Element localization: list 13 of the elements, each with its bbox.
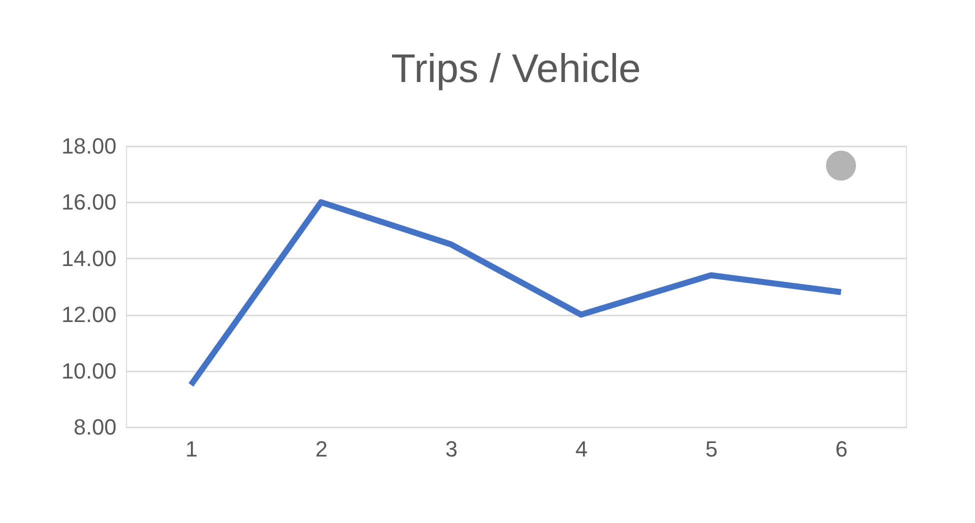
y-tick-label: 18.00 — [61, 134, 116, 158]
y-tick-label: 10.00 — [61, 358, 116, 384]
x-tick-label: 6 — [835, 436, 848, 462]
y-tick-label: 12.00 — [61, 302, 116, 328]
x-tick-label: 1 — [185, 436, 198, 462]
y-tick-label: 16.00 — [61, 190, 116, 215]
y-tick-label: 8.00 — [74, 414, 116, 440]
x-tick-label: 4 — [575, 436, 588, 462]
x-tick-label: 2 — [315, 436, 328, 462]
chart-title: Trips / Vehicle — [391, 47, 641, 91]
x-tick-label: 5 — [705, 436, 718, 462]
y-tick-label: 14.00 — [61, 246, 116, 271]
x-tick-label: 3 — [445, 436, 458, 462]
